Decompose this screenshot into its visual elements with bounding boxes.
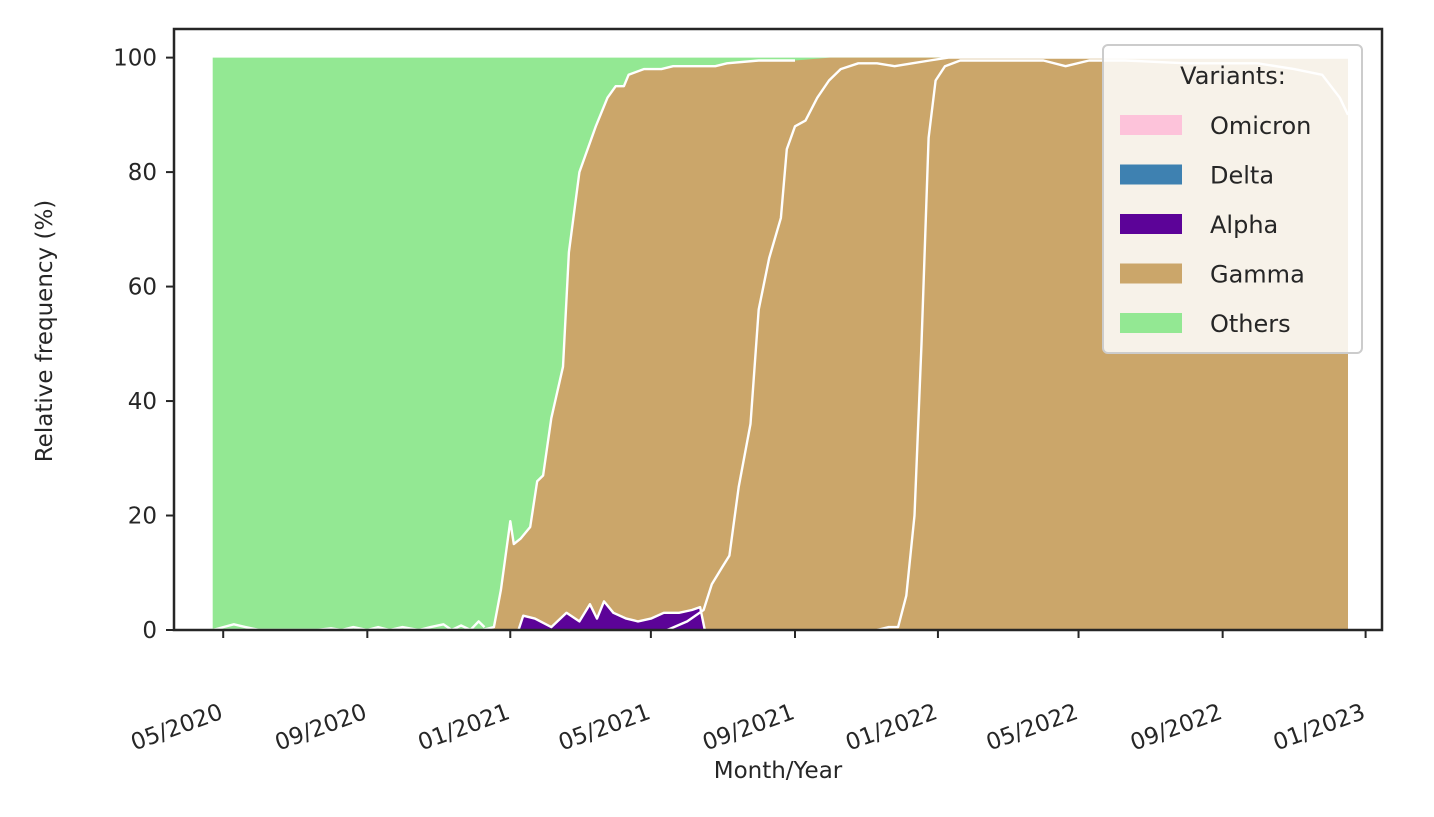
boundary-gamma-upper [212,59,795,630]
area-gamma [212,57,1348,630]
y-axis-title: Relative frequency (%) [32,200,58,463]
legend-label-alpha: Alpha [1210,211,1278,239]
plot-frame [172,27,1384,632]
legend-swatch-alpha [1120,214,1182,234]
boundary-others-lower [212,620,486,630]
legend-label-omicron: Omicron [1210,112,1311,140]
legend-swatch-omicron [1120,115,1182,135]
legend-label-delta: Delta [1210,162,1274,190]
legend-label-gamma: Gamma [1210,261,1305,289]
x-axis-title: Month/Year [714,758,843,784]
legend-swatch-delta [1120,164,1182,185]
y-tick-label: 100 [113,46,157,72]
plot-areas [212,57,1349,630]
boundary-alpha-upper [517,600,706,630]
boundary-delta-upper [666,56,1348,630]
legend-title: Variants: [1180,62,1286,90]
y-tick-label: 80 [128,160,157,186]
legend-box [1102,44,1363,354]
legend-swatch-gamma [1120,263,1182,284]
legend-label-others: Others [1210,310,1291,338]
y-tick-label: 40 [128,389,157,415]
y-axis: 0 20 40 60 80 100 [113,46,174,644]
y-tick-label: 0 [142,618,157,644]
y-tick-label: 20 [128,504,157,530]
y-tick-label: 60 [128,275,157,301]
legend-swatch-others [1120,313,1182,333]
legend: Variants: Omicron Delta Alpha Gamma Others [1102,44,1363,354]
